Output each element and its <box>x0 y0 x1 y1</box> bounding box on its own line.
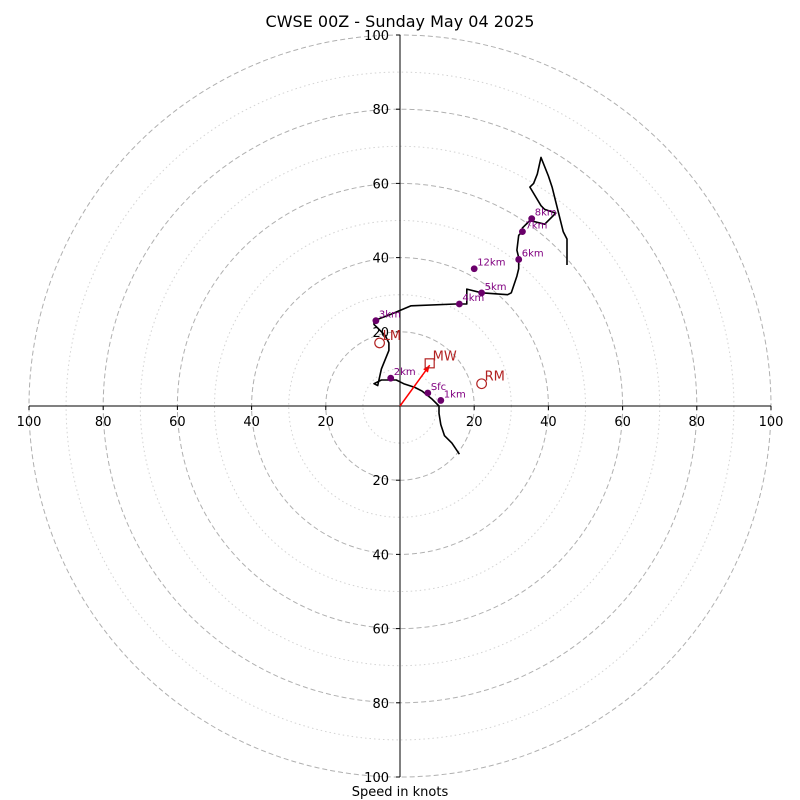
y-tick-label: 40 <box>372 252 389 267</box>
height-marker <box>455 300 463 308</box>
x-tick-label: 40 <box>243 415 260 430</box>
chart-title: CWSE 00Z - Sunday May 04 2025 <box>266 12 535 31</box>
x-tick-label: 20 <box>318 415 335 430</box>
y-tick-label: 60 <box>372 623 389 638</box>
height-marker-label: 6km <box>522 248 544 259</box>
mean-wind-arrow <box>399 364 431 407</box>
storm-motion-marker <box>424 358 435 369</box>
height-marker <box>437 397 445 404</box>
height-marker <box>387 374 395 382</box>
height-marker <box>519 228 526 236</box>
hodograph-trace <box>373 156 568 455</box>
storm-motion-marker <box>374 337 385 349</box>
tick-labels: 100 80 60 40 20 20 40 60 80 100 100 80 60 40 20 20 40 60 8… <box>17 29 784 786</box>
height-marker-label: Sfc <box>431 382 446 393</box>
height-marker <box>424 389 432 397</box>
height-marker <box>528 215 536 223</box>
storm-motions: MW RM LM <box>374 329 505 390</box>
x-tick-label: 60 <box>169 415 186 430</box>
y-tick-label: 100 <box>364 771 389 786</box>
height-marker <box>372 317 380 325</box>
height-marker-label: 5km <box>485 282 507 293</box>
height-marker <box>478 289 486 297</box>
y-tick-label: 40 <box>372 548 389 563</box>
height-marker <box>515 256 523 263</box>
height-marker-label: 1km <box>444 389 466 400</box>
x-tick-label: 80 <box>95 415 112 430</box>
storm-motion-label: MW <box>433 349 457 364</box>
x-tick-label: 60 <box>614 415 631 430</box>
mean-wind-arrowhead <box>423 365 430 373</box>
y-tick-label: 80 <box>372 103 389 118</box>
storm-motion-label: RM <box>485 370 505 385</box>
height-marker-label: 2km <box>394 367 416 378</box>
y-tick-label: 20 <box>372 474 389 489</box>
storm-motion-label: LM <box>383 329 401 344</box>
x-tick-label: 100 <box>17 415 42 430</box>
x-tick-label: 20 <box>466 415 483 430</box>
y-tick-label: 60 <box>372 177 389 192</box>
storm-motion-marker <box>476 378 488 390</box>
x-tick-label: 40 <box>540 415 557 430</box>
x-tick-label: 80 <box>689 415 706 430</box>
height-marker-label: 12km <box>477 258 505 269</box>
y-tick-label: 100 <box>364 29 389 44</box>
height-marker-label: 8km <box>535 208 557 219</box>
x-tick-label: 100 <box>759 415 784 430</box>
height-marker-label: 3km <box>379 310 401 321</box>
height-marker <box>470 265 478 273</box>
height-marker-label: 4km <box>462 293 484 304</box>
height-marker-label: 7km <box>525 221 547 232</box>
wind-profile <box>373 156 568 455</box>
x-axis-label: Speed in knots <box>352 785 449 800</box>
y-tick-label: 20 <box>372 326 389 341</box>
y-tick-label: 80 <box>372 697 389 712</box>
